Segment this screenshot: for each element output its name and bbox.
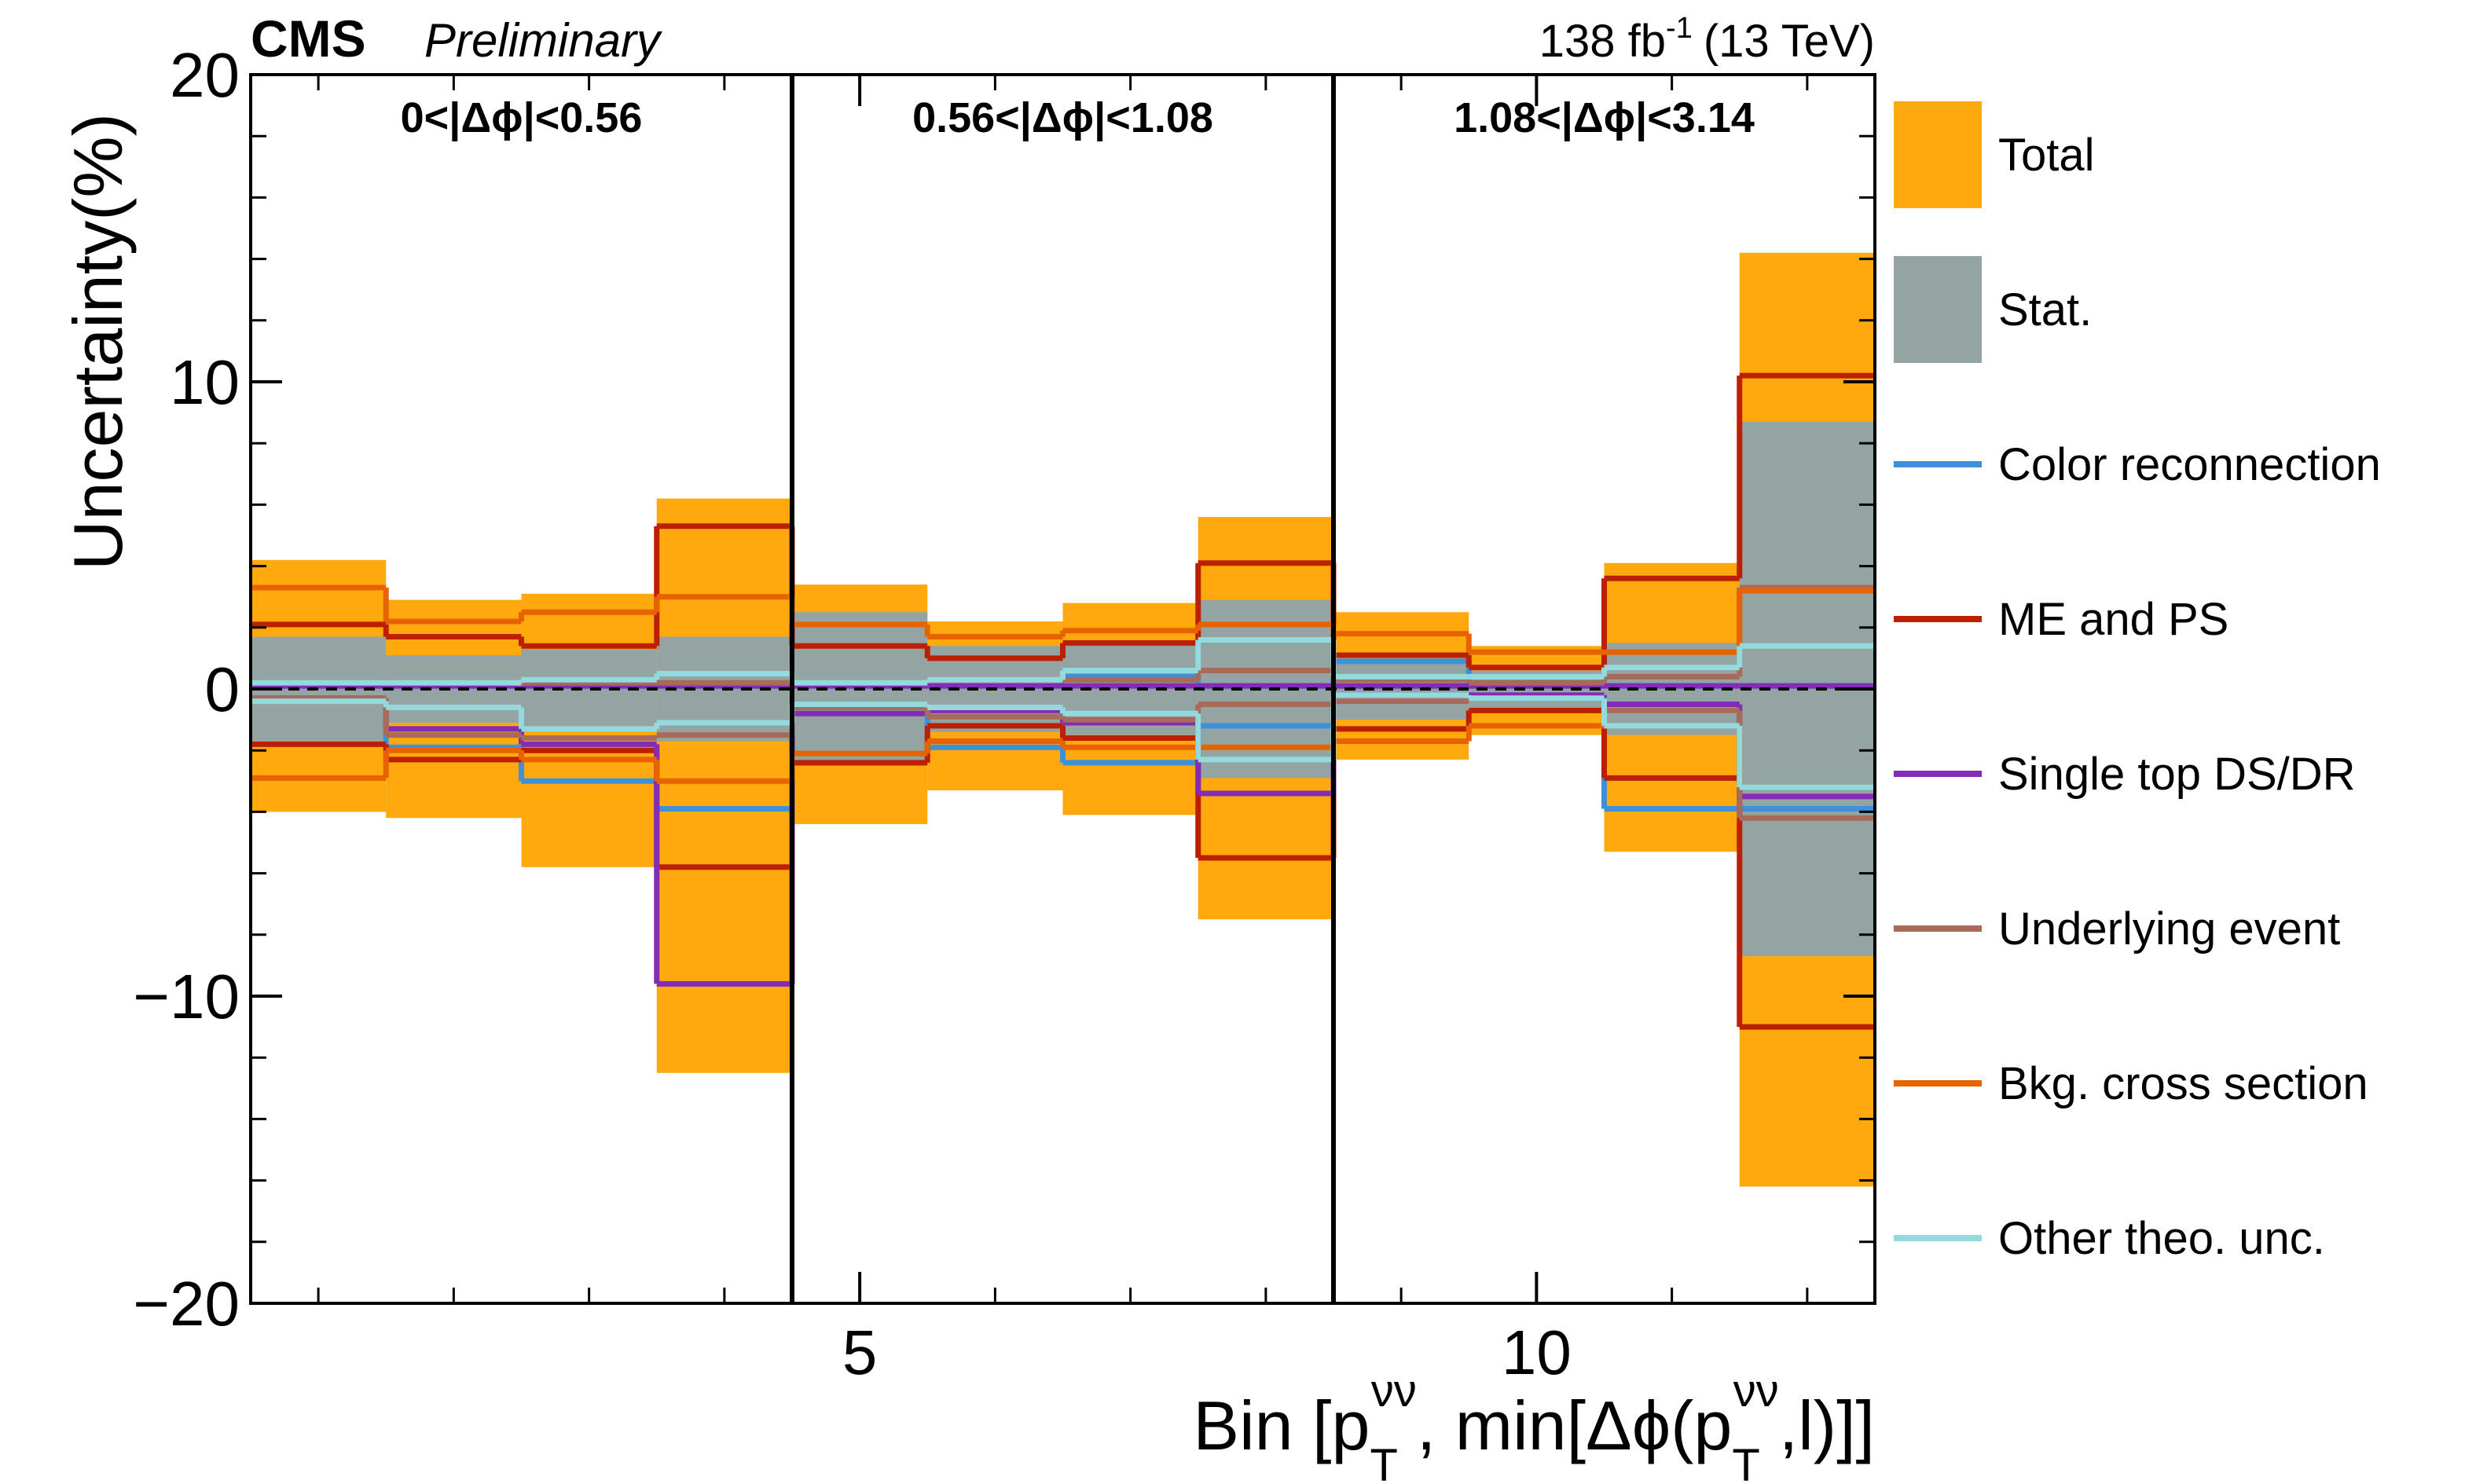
lumi-main: 138 fb bbox=[1539, 16, 1666, 67]
legend-label: Bkg. cross section bbox=[1998, 1058, 2368, 1109]
legend-label: Other theo. unc. bbox=[1998, 1213, 2325, 1264]
x-label-sup: νν bbox=[1733, 1365, 1779, 1416]
experiment-label: CMS bbox=[251, 9, 366, 68]
status-label: Preliminary bbox=[424, 14, 663, 67]
lumi-energy: (13 TeV) bbox=[1704, 16, 1875, 67]
legend-label: Stat. bbox=[1998, 284, 2092, 335]
y-tick-label: 0 bbox=[205, 654, 240, 724]
legend: Total Stat. Color reconnection ME and PS Sin… bbox=[1894, 101, 2381, 1264]
x-tick-label: 5 bbox=[842, 1317, 878, 1387]
y-tick-label: 20 bbox=[170, 40, 240, 110]
band-bin bbox=[656, 498, 792, 1073]
legend-label: Underlying event bbox=[1998, 903, 2340, 955]
lumi-sup: -1 bbox=[1666, 12, 1693, 45]
x-axis-label: Bin [pTνν, min[Δϕ(pTνν,l)]] bbox=[1193, 1365, 1875, 1484]
x-label-sub: T bbox=[1732, 1440, 1759, 1484]
x-tick-label: 10 bbox=[1502, 1317, 1572, 1387]
x-label-sup: νν bbox=[1371, 1365, 1417, 1416]
y-tick-label: −10 bbox=[133, 962, 240, 1031]
x-label-sub: T bbox=[1370, 1440, 1397, 1484]
region-label: 0.56<|Δϕ|<1.08 bbox=[912, 94, 1213, 142]
legend-swatch bbox=[1894, 256, 1982, 363]
x-label-part: Bin [p bbox=[1193, 1387, 1370, 1464]
legend-label: Total bbox=[1998, 130, 2095, 181]
region-label: 1.08<|Δϕ|<3.14 bbox=[1454, 94, 1755, 142]
plot-area bbox=[251, 252, 1875, 1187]
x-label-part: ,l)]] bbox=[1779, 1387, 1875, 1464]
legend-label: ME and PS bbox=[1998, 594, 2228, 645]
region-label: 0<|Δϕ|<0.56 bbox=[401, 94, 643, 142]
legend-swatch bbox=[1894, 101, 1982, 208]
y-tick-label: −20 bbox=[133, 1269, 240, 1339]
y-tick-label: 10 bbox=[170, 347, 240, 417]
legend-label: Color reconnection bbox=[1998, 439, 2381, 490]
lumi-label: 138 fb-1 (13 TeV) bbox=[1539, 12, 1875, 67]
y-axis-label: Uncertainty(%) bbox=[59, 113, 137, 570]
x-label-part: , min[Δϕ(p bbox=[1417, 1387, 1732, 1464]
legend-label: Single top DS/DR bbox=[1998, 749, 2356, 800]
